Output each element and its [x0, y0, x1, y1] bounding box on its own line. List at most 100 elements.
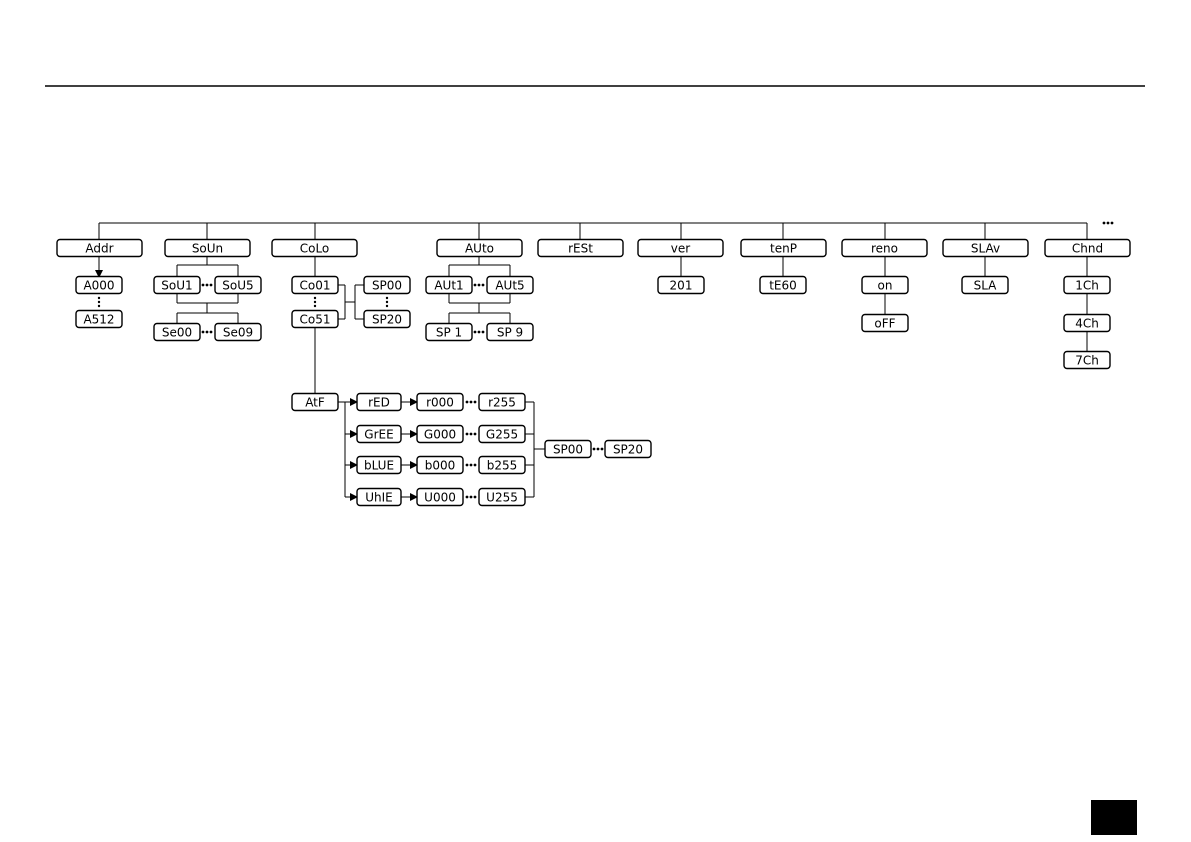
node-label: SoU5 — [222, 279, 253, 293]
node-label: Addr — [85, 242, 113, 256]
node-label: SP20 — [613, 443, 643, 457]
node: SP00 — [544, 439, 592, 459]
node-label: U000 — [424, 491, 456, 505]
node-box — [416, 392, 464, 412]
node: AUt5 — [486, 275, 534, 295]
node-label: Se09 — [223, 326, 253, 340]
node: Addr — [56, 238, 143, 258]
node-label: GrEE — [364, 428, 393, 442]
node: SP20 — [604, 439, 652, 459]
node-box — [861, 275, 909, 295]
dot — [481, 283, 485, 287]
node: GrEE — [356, 424, 402, 444]
node: SP 9 — [486, 322, 534, 342]
connectors — [98, 222, 1088, 498]
dot — [596, 447, 600, 451]
node-label: ver — [671, 242, 690, 256]
node-label: SoU1 — [161, 279, 192, 293]
node: rESt — [537, 238, 624, 258]
dot — [469, 400, 473, 404]
node-box — [544, 439, 592, 459]
node-box — [537, 238, 624, 258]
node-label: A512 — [83, 313, 114, 327]
node: UhIE — [356, 487, 402, 507]
dot — [385, 304, 389, 308]
dot — [469, 463, 473, 467]
node-box — [75, 275, 123, 295]
node-label: SP00 — [553, 443, 583, 457]
dot — [385, 300, 389, 304]
node-label: SLAv — [971, 242, 1000, 256]
node: SoU5 — [214, 275, 262, 295]
node-label: AUto — [465, 242, 494, 256]
page-tab — [1091, 800, 1137, 835]
dot — [481, 330, 485, 334]
dot — [473, 463, 477, 467]
node-label: Chnd — [1072, 242, 1103, 256]
node-label: CoLo — [300, 242, 330, 256]
node-label: SLA — [974, 279, 998, 293]
node-label: G255 — [486, 428, 518, 442]
node: 201 — [657, 275, 705, 295]
node: oFF — [861, 313, 909, 333]
node-label: b255 — [487, 459, 518, 473]
node-box — [416, 487, 464, 507]
node: AUto — [436, 238, 523, 258]
dot — [313, 296, 317, 300]
node-box — [363, 309, 411, 329]
node: 4Ch — [1063, 313, 1111, 333]
dot — [600, 447, 604, 451]
dot — [465, 495, 469, 499]
node-label: rESt — [568, 242, 593, 256]
node-box — [356, 392, 402, 412]
dot — [473, 400, 477, 404]
dot — [97, 296, 101, 300]
node: 1Ch — [1063, 275, 1111, 295]
node-box — [214, 275, 262, 295]
node: U255 — [478, 487, 526, 507]
node-label: Co51 — [300, 313, 331, 327]
node-label: on — [878, 279, 893, 293]
node-label: G000 — [424, 428, 456, 442]
node: rED — [356, 392, 402, 412]
node-box — [291, 392, 339, 412]
node-label: b000 — [425, 459, 456, 473]
node: Se00 — [153, 322, 201, 342]
node: AUt1 — [425, 275, 473, 295]
node-box — [1063, 275, 1111, 295]
node-label: U255 — [486, 491, 518, 505]
dot — [469, 432, 473, 436]
node-box — [436, 238, 523, 258]
dot — [97, 304, 101, 308]
node: Co01 — [291, 275, 339, 295]
node: CoLo — [271, 238, 358, 258]
node: G000 — [416, 424, 464, 444]
node-box — [942, 238, 1029, 258]
node: b255 — [478, 455, 526, 475]
node: reno — [841, 238, 928, 258]
node-box — [1063, 313, 1111, 333]
node: bLUE — [356, 455, 402, 475]
dot — [313, 304, 317, 308]
node-box — [486, 275, 534, 295]
node-box — [657, 275, 705, 295]
node-box — [363, 275, 411, 295]
node-label: rED — [368, 396, 390, 410]
node: SoU1 — [153, 275, 201, 295]
dot — [209, 283, 213, 287]
dot — [473, 283, 477, 287]
node: ver — [637, 238, 724, 258]
node: A512 — [75, 309, 123, 329]
node-box — [740, 238, 827, 258]
dot — [209, 330, 213, 334]
node-label: AUt5 — [495, 279, 524, 293]
node-label: Co01 — [300, 279, 331, 293]
node: Se09 — [214, 322, 262, 342]
node-box — [425, 275, 473, 295]
node-box — [759, 275, 807, 295]
node: SP 1 — [425, 322, 473, 342]
dot — [1106, 221, 1110, 225]
node-box — [478, 455, 526, 475]
node-box — [75, 309, 123, 329]
